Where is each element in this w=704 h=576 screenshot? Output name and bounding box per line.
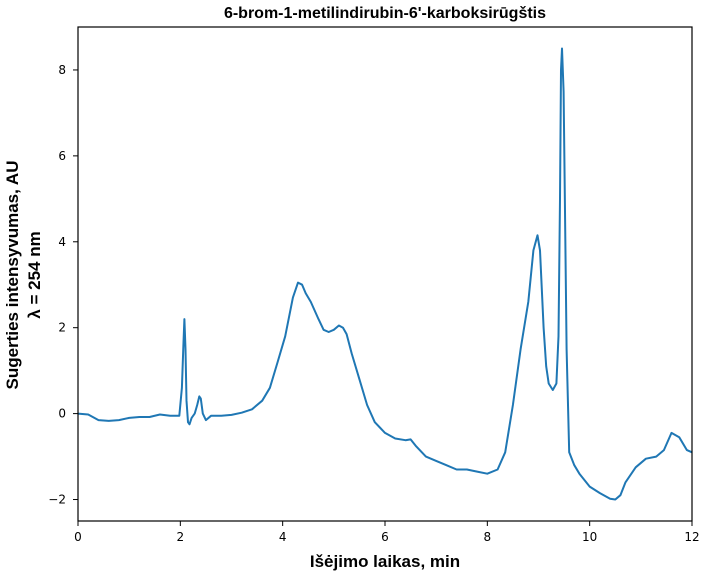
y-tick-label: 4 [58,235,66,249]
y-axis-label-wavelength: λ = 254 nm [25,231,44,318]
y-tick-label: 6 [58,149,66,163]
y-tick-label: 2 [58,321,66,335]
x-tick-label: 12 [684,530,699,544]
x-tick-label: 6 [381,530,389,544]
y-tick-label: −2 [48,493,66,507]
x-tick-label: 4 [279,530,287,544]
x-tick-label: 8 [484,530,492,544]
y-axis-ticks: −2 0 2 4 6 8 [48,63,78,507]
x-axis-ticks: 0 2 4 6 8 10 12 [74,521,700,544]
series-line [77,47,693,501]
x-tick-label: 10 [582,530,597,544]
x-tick-label: 2 [177,530,185,544]
y-tick-label: 8 [58,63,66,77]
x-tick-label: 0 [74,530,82,544]
chart-title: 6-brom-1-metilindirubin-6'-karboksirūgšt… [224,5,546,22]
x-axis-label: Išėjimo laikas, min [310,552,460,571]
y-axis-label: Sugerties intensyvumas, AU [3,161,22,390]
plot-frame [77,26,693,522]
y-tick-label: 0 [58,407,66,421]
